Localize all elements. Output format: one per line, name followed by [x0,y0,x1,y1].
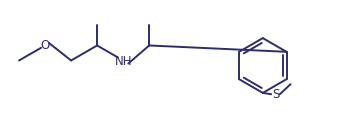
Text: NH: NH [114,55,132,68]
Text: O: O [40,39,50,52]
Text: S: S [272,88,279,101]
